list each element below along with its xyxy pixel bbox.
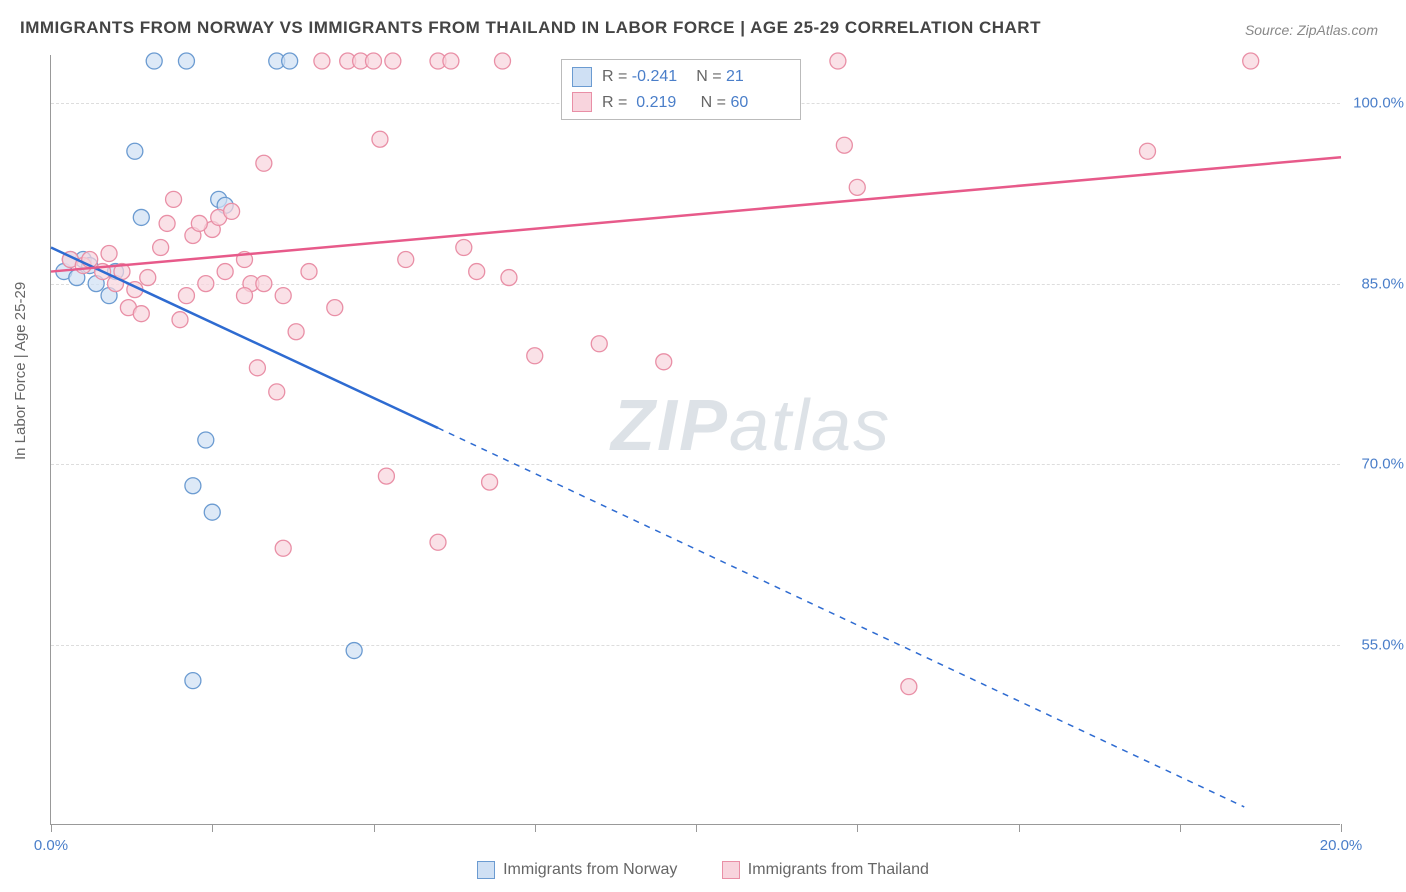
- square-icon: [572, 67, 592, 87]
- scatter-point: [443, 53, 459, 69]
- scatter-point: [327, 300, 343, 316]
- scatter-point: [127, 143, 143, 159]
- square-icon: [477, 861, 495, 879]
- legend-row-norway: R = -0.241 N = 21: [572, 64, 790, 90]
- y-tick-label: 70.0%: [1361, 456, 1404, 473]
- scatter-point: [275, 540, 291, 556]
- scatter-point: [191, 215, 207, 231]
- y-tick-label: 55.0%: [1361, 636, 1404, 653]
- correlation-legend: R = -0.241 N = 21 R = 0.219 N = 60: [561, 59, 801, 120]
- scatter-point: [217, 264, 233, 280]
- scatter-point: [133, 209, 149, 225]
- scatter-point: [430, 534, 446, 550]
- legend-r-label: R =: [602, 90, 636, 116]
- scatter-point: [849, 179, 865, 195]
- legend-r-value: -0.241: [632, 64, 692, 90]
- scatter-point: [656, 354, 672, 370]
- scatter-point: [224, 203, 240, 219]
- scatter-point: [282, 53, 298, 69]
- scatter-point: [301, 264, 317, 280]
- scatter-point: [198, 432, 214, 448]
- scatter-point: [185, 478, 201, 494]
- scatter-point: [237, 288, 253, 304]
- scatter-point: [172, 312, 188, 328]
- scatter-point: [495, 53, 511, 69]
- scatter-point: [249, 360, 265, 376]
- scatter-point: [1243, 53, 1259, 69]
- y-tick-label: 85.0%: [1361, 275, 1404, 292]
- scatter-point: [591, 336, 607, 352]
- scatter-point: [830, 53, 846, 69]
- scatter-point: [178, 53, 194, 69]
- chart-title: IMMIGRANTS FROM NORWAY VS IMMIGRANTS FRO…: [20, 18, 1041, 38]
- legend-r-value: 0.219: [636, 90, 696, 116]
- plot-area: 55.0%70.0%85.0%100.0% 0.0%20.0% ZIPatlas…: [50, 55, 1340, 825]
- scatter-point: [501, 270, 517, 286]
- scatter-point: [456, 240, 472, 256]
- scatter-point: [288, 324, 304, 340]
- legend-label: Immigrants from Thailand: [748, 861, 929, 879]
- scatter-svg: [51, 55, 1340, 824]
- scatter-point: [146, 53, 162, 69]
- legend-n-value: 60: [730, 90, 790, 116]
- legend-n-label: N =: [692, 64, 726, 90]
- scatter-point: [204, 504, 220, 520]
- scatter-point: [385, 53, 401, 69]
- y-tick-label: 100.0%: [1353, 95, 1404, 112]
- legend-r-label: R =: [602, 64, 632, 90]
- scatter-point: [185, 673, 201, 689]
- scatter-point: [836, 137, 852, 153]
- scatter-point: [159, 215, 175, 231]
- scatter-point: [256, 155, 272, 171]
- scatter-point: [140, 270, 156, 286]
- scatter-point: [314, 53, 330, 69]
- scatter-point: [178, 288, 194, 304]
- scatter-point: [398, 252, 414, 268]
- scatter-point: [133, 306, 149, 322]
- legend-n-label: N =: [696, 90, 730, 116]
- square-icon: [722, 861, 740, 879]
- scatter-point: [153, 240, 169, 256]
- scatter-point: [378, 468, 394, 484]
- scatter-point: [527, 348, 543, 364]
- scatter-point: [346, 643, 362, 659]
- x-tick-label: 0.0%: [34, 837, 68, 854]
- scatter-point: [482, 474, 498, 490]
- source-attribution: Source: ZipAtlas.com: [1245, 22, 1378, 38]
- scatter-point: [366, 53, 382, 69]
- scatter-point: [372, 131, 388, 147]
- scatter-point: [269, 384, 285, 400]
- legend-item-thailand: Immigrants from Thailand: [722, 861, 929, 879]
- scatter-point: [1140, 143, 1156, 159]
- scatter-point: [901, 679, 917, 695]
- x-tick-label: 20.0%: [1320, 837, 1363, 854]
- scatter-point: [166, 191, 182, 207]
- legend-label: Immigrants from Norway: [503, 861, 677, 879]
- y-axis-label: In Labor Force | Age 25-29: [12, 282, 29, 460]
- legend-n-value: 21: [726, 64, 786, 90]
- scatter-point: [256, 276, 272, 292]
- series-legend: Immigrants from Norway Immigrants from T…: [0, 861, 1406, 884]
- scatter-point: [101, 246, 117, 262]
- legend-item-norway: Immigrants from Norway: [477, 861, 677, 879]
- scatter-point: [469, 264, 485, 280]
- scatter-point: [198, 276, 214, 292]
- square-icon: [572, 92, 592, 112]
- legend-row-thailand: R = 0.219 N = 60: [572, 90, 790, 116]
- scatter-point: [275, 288, 291, 304]
